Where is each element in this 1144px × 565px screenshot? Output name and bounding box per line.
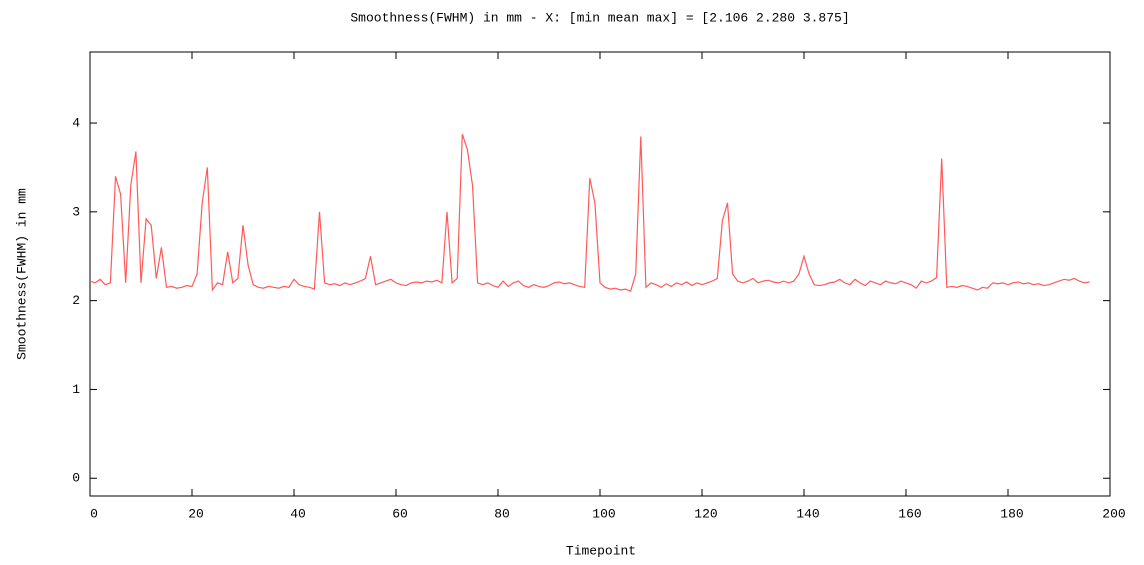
y-tick-label: 3 bbox=[72, 204, 80, 219]
y-tick-label: 1 bbox=[72, 382, 80, 397]
x-tick-label: 200 bbox=[1102, 506, 1125, 521]
x-tick-label: 0 bbox=[90, 506, 98, 521]
x-tick-label: 100 bbox=[592, 506, 615, 521]
x-tick-label: 20 bbox=[188, 506, 204, 521]
chart-title: Smoothness(FWHM) in mm - X: [min mean ma… bbox=[350, 10, 849, 25]
y-axis-label: Smoothness(FWHM) in mm bbox=[14, 188, 29, 360]
x-tick-label: 160 bbox=[898, 506, 921, 521]
y-tick-label: 0 bbox=[72, 471, 80, 486]
y-tick-label: 2 bbox=[72, 293, 80, 308]
x-tick-label: 80 bbox=[494, 506, 510, 521]
x-tick-label: 40 bbox=[290, 506, 306, 521]
data-line bbox=[89, 133, 1090, 293]
x-tick-label: 180 bbox=[1000, 506, 1023, 521]
x-tick-label: 120 bbox=[694, 506, 717, 521]
x-tick-label: 60 bbox=[392, 506, 408, 521]
x-tick-label: 140 bbox=[796, 506, 819, 521]
y-tick-label: 4 bbox=[72, 115, 80, 130]
x-axis-label: Timepoint bbox=[566, 543, 636, 558]
